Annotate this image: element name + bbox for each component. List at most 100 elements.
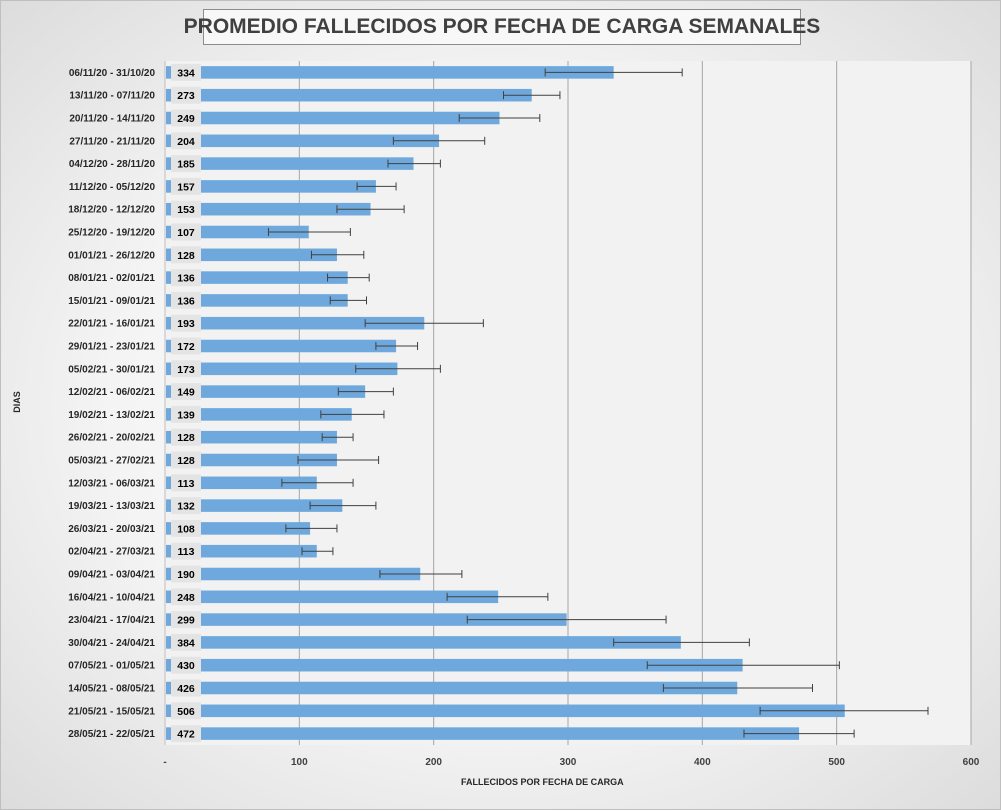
value-label-box xyxy=(171,702,201,720)
data-label: 172 xyxy=(177,341,195,353)
bar xyxy=(166,408,352,421)
data-label: 136 xyxy=(177,295,195,307)
data-label: 299 xyxy=(177,615,195,627)
category-label: 12/03/21 - 06/03/21 xyxy=(68,478,155,489)
value-label-box xyxy=(171,269,201,287)
bar xyxy=(166,316,425,330)
bar xyxy=(166,339,397,353)
bar xyxy=(166,658,743,672)
value-label-box xyxy=(171,679,201,697)
data-label: 136 xyxy=(177,273,195,285)
value-label-box xyxy=(171,383,201,401)
x-tick-label: 200 xyxy=(425,757,442,768)
data-label: 128 xyxy=(177,432,195,444)
bar xyxy=(166,180,376,193)
data-label: 193 xyxy=(177,318,195,330)
value-label-box xyxy=(171,155,201,173)
data-label: 157 xyxy=(177,181,195,193)
bar xyxy=(166,225,309,239)
category-label: 30/04/21 - 24/04/21 xyxy=(68,638,155,649)
bar xyxy=(166,636,681,649)
data-label: 334 xyxy=(177,67,195,79)
category-label: 18/12/20 - 12/12/20 xyxy=(68,205,155,216)
data-label: 430 xyxy=(177,660,195,672)
data-label: 153 xyxy=(177,204,195,216)
value-label-box xyxy=(171,451,201,469)
x-tick-label: 500 xyxy=(828,757,845,768)
value-label-box xyxy=(171,132,201,150)
value-label-box xyxy=(171,63,201,81)
category-label: 15/01/21 - 09/01/21 xyxy=(68,296,155,307)
value-label-box xyxy=(171,519,201,537)
x-tick-label: 100 xyxy=(291,757,308,768)
value-label-box xyxy=(171,565,201,583)
bar xyxy=(166,88,532,102)
x-tick-label: 400 xyxy=(694,757,711,768)
value-label-box xyxy=(171,497,201,515)
bar xyxy=(166,544,317,558)
value-label-box xyxy=(171,360,201,378)
category-label: 09/04/21 - 03/04/21 xyxy=(68,570,155,581)
category-label: 04/12/20 - 28/11/20 xyxy=(69,159,156,170)
category-label: 28/05/21 - 22/05/21 xyxy=(68,729,155,740)
category-label: 23/04/21 - 17/04/21 xyxy=(68,615,155,626)
data-label: 108 xyxy=(177,523,195,535)
data-label: 149 xyxy=(177,387,195,399)
bar xyxy=(166,362,398,376)
value-label-box xyxy=(171,542,201,560)
bar xyxy=(166,111,500,125)
bar xyxy=(166,66,614,79)
value-label-box xyxy=(171,200,201,218)
category-label: 12/02/21 - 06/02/21 xyxy=(68,387,155,398)
category-label: 19/03/21 - 13/03/21 xyxy=(68,501,155,512)
x-tick-label: - xyxy=(163,757,166,768)
data-label: 107 xyxy=(177,227,195,239)
bar xyxy=(166,157,414,170)
bar xyxy=(166,385,366,398)
category-label: 14/05/21 - 08/05/21 xyxy=(68,684,155,695)
bar xyxy=(166,248,337,262)
value-label-box xyxy=(171,428,201,446)
category-label: 16/04/21 - 10/04/21 xyxy=(68,592,155,603)
category-label: 26/03/21 - 20/03/21 xyxy=(68,524,155,535)
x-tick-label: 300 xyxy=(560,757,577,768)
data-label: 132 xyxy=(177,501,195,513)
category-label: 06/11/20 - 31/10/20 xyxy=(69,68,156,79)
category-label: 27/11/20 - 21/11/20 xyxy=(69,136,155,147)
data-label: 173 xyxy=(177,364,195,376)
chart-title: PROMEDIO FALLECIDOS POR FECHA DE CARGA S… xyxy=(184,9,820,45)
data-label: 273 xyxy=(177,90,195,102)
data-label: 113 xyxy=(178,546,195,558)
value-label-box xyxy=(171,291,201,309)
value-label-box xyxy=(171,86,201,104)
category-label: 25/12/20 - 19/12/20 xyxy=(68,228,155,239)
data-label: 506 xyxy=(177,706,195,718)
value-label-box xyxy=(171,337,201,355)
category-label: 13/11/20 - 07/11/20 xyxy=(69,91,155,102)
data-label: 185 xyxy=(177,159,195,171)
category-label: 02/04/21 - 27/03/21 xyxy=(68,547,155,558)
category-label: 22/01/21 - 16/01/21 xyxy=(68,319,155,330)
data-label: 128 xyxy=(177,455,195,467)
value-label-box xyxy=(171,633,201,651)
bar xyxy=(166,453,337,467)
bar xyxy=(166,727,800,740)
bar xyxy=(166,294,348,307)
value-label-box xyxy=(171,405,201,423)
bar xyxy=(166,681,738,695)
value-label-box xyxy=(171,474,201,492)
value-label-box xyxy=(171,314,201,332)
category-label: 08/01/21 - 02/01/21 xyxy=(68,273,155,284)
value-label-box xyxy=(171,177,201,195)
category-label: 11/12/20 - 05/12/20 xyxy=(69,182,156,193)
bar xyxy=(166,476,317,490)
bar xyxy=(166,613,567,626)
bar xyxy=(166,271,348,284)
category-label: 26/02/21 - 20/02/21 xyxy=(68,433,155,444)
category-label: 05/03/21 - 27/02/21 xyxy=(68,456,155,467)
value-label-box xyxy=(171,246,201,264)
value-label-box xyxy=(171,611,201,629)
bar xyxy=(166,567,421,581)
